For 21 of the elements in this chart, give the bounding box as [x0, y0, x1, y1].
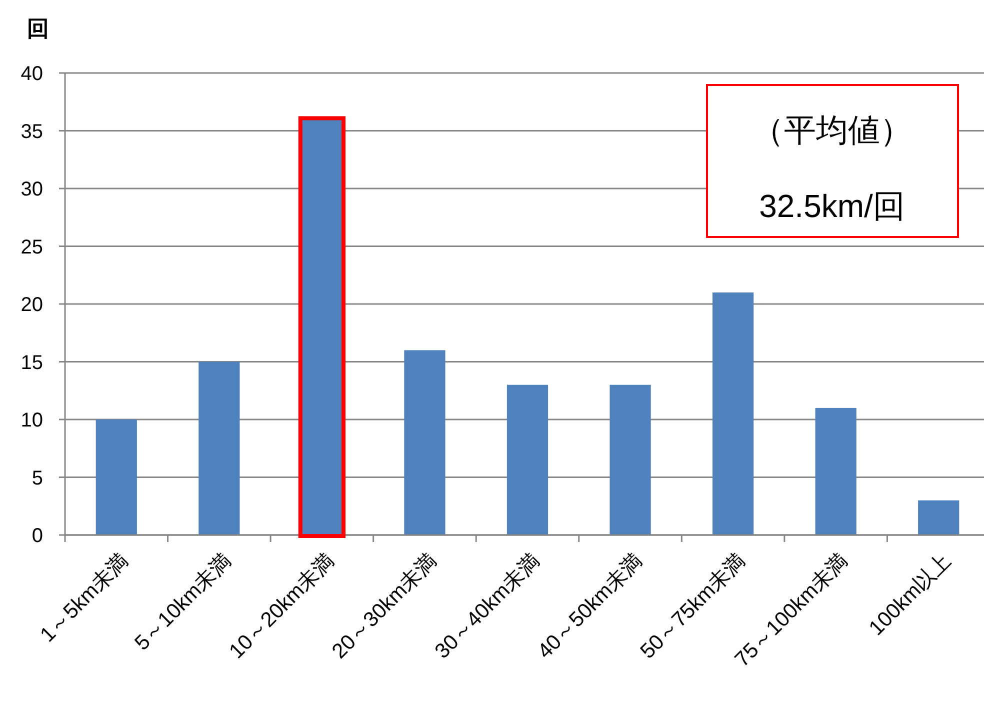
bar [96, 420, 137, 535]
bar [506, 384, 548, 535]
y-tick-label: 40 [20, 63, 43, 85]
bar [404, 350, 446, 535]
bar [918, 500, 960, 535]
annotation: （平均値） [752, 112, 912, 148]
y-tick-label: 25 [20, 236, 43, 258]
bar [815, 408, 856, 535]
y-tick-label: 0 [32, 525, 43, 547]
bar [610, 384, 651, 535]
y-tick-label: 5 [32, 467, 43, 490]
y-tick-label: 15 [20, 352, 43, 374]
annotation: 32.5km/回 [759, 188, 905, 224]
bar [198, 362, 240, 535]
y-axis-title: 回 [27, 16, 49, 41]
bar [712, 292, 754, 535]
y-tick-label: 35 [20, 120, 43, 143]
y-tick-label: 10 [20, 410, 43, 432]
x-tick-label: 1～5km未満 [36, 549, 134, 647]
y-tick-label: 30 [20, 178, 43, 200]
y-tick-label: 20 [20, 294, 43, 316]
